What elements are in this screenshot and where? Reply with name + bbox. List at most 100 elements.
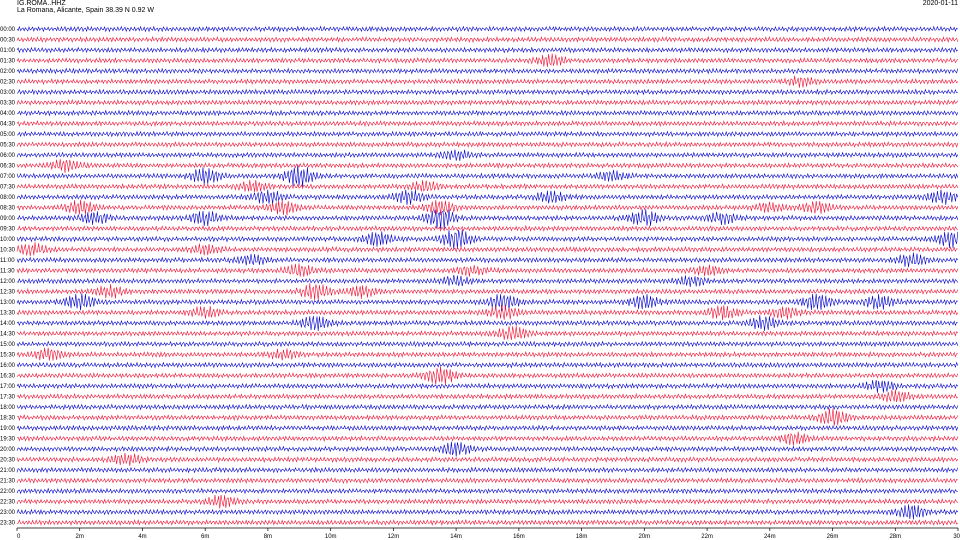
row-label: 13:30: [0, 311, 16, 317]
trace-row-0100: [16, 46, 958, 54]
row-label: 13:00: [0, 300, 16, 306]
trace-row-1930: [16, 431, 959, 446]
trace-row-0400: [16, 109, 959, 117]
trace-row-2300: [16, 504, 959, 520]
row-label: 23:00: [0, 510, 16, 516]
row-label: 10:00: [0, 237, 16, 243]
trace-row-1800: [16, 403, 959, 411]
row-label: 14:30: [0, 332, 16, 338]
row-label: 12:00: [0, 279, 16, 285]
trace-row-1300: [16, 293, 958, 312]
row-label: 06:30: [0, 164, 16, 170]
trace-row-1130: [16, 263, 959, 277]
trace-row-1430: [16, 326, 959, 341]
trace-row-2130: [16, 477, 958, 485]
trace-row-1900: [16, 424, 959, 432]
row-label: 11:00: [0, 258, 15, 264]
row-label: 04:00: [0, 111, 16, 117]
x-tick-label: 16m: [513, 534, 525, 540]
station-location: La Romana, Alicante, Spain 38.39 N 0.92 …: [17, 7, 154, 14]
x-tick-label: 30: [953, 534, 960, 540]
row-label: 19:00: [0, 426, 16, 432]
trace-row-0900: [16, 209, 959, 229]
x-tick-label: 0: [17, 534, 21, 540]
row-label: 01:00: [0, 48, 16, 54]
row-label: 11:30: [0, 269, 15, 275]
trace-group: [16, 25, 959, 526]
trace-row-1700: [16, 379, 959, 393]
x-tick-label: 28m: [889, 534, 901, 540]
row-label: 16:30: [0, 374, 16, 380]
row-label: 09:30: [0, 227, 16, 233]
trace-row-2100: [16, 466, 959, 474]
trace-row-0300: [16, 88, 958, 96]
row-label: 18:00: [0, 405, 16, 411]
x-tick-label: 24m: [764, 534, 776, 540]
row-label: 00:00: [0, 27, 16, 33]
x-tick-label: 26m: [827, 534, 839, 540]
row-label: 10:30: [0, 248, 16, 254]
row-label: 08:00: [0, 195, 16, 201]
trace-row-1530: [16, 347, 958, 361]
trace-row-1500: [16, 340, 959, 348]
trace-row-0130: [16, 53, 959, 68]
row-label: 04:30: [0, 122, 16, 128]
x-tick-label: 22m: [701, 534, 713, 540]
trace-row-0030: [16, 35, 959, 43]
row-label: 07:30: [0, 185, 16, 191]
trace-row-0200: [16, 67, 959, 75]
row-label: 21:30: [0, 479, 16, 485]
trace-row-0630: [16, 159, 959, 173]
trace-row-0330: [16, 98, 959, 107]
trace-row-0930: [16, 224, 959, 232]
trace-row-2200: [16, 487, 958, 495]
trace-row-1030: [16, 242, 958, 257]
trace-row-1400: [16, 315, 958, 332]
row-label: 08:30: [0, 206, 16, 212]
row-label: 15:30: [0, 353, 16, 359]
row-label: 14:00: [0, 321, 16, 327]
x-tick-label: 18m: [576, 534, 588, 540]
row-label: 22:30: [0, 500, 16, 506]
record-date: 2020-01-11: [922, 0, 958, 7]
trace-row-1100: [16, 252, 959, 268]
x-tick-label: 4m: [138, 534, 146, 540]
trace-row-1730: [16, 389, 958, 403]
trace-row-1000: [16, 229, 959, 250]
trace-row-0800: [16, 189, 959, 205]
row-label-group: 00:00 00:30 01:00 01:30 02:00 02:30 03:00 03:30…: [0, 27, 16, 527]
row-label: 01:30: [0, 59, 16, 65]
x-tick-label: 14m: [450, 534, 462, 540]
row-label: 20:30: [0, 458, 16, 464]
trace-row-2030: [16, 452, 959, 467]
trace-row-1600: [16, 361, 959, 369]
row-label: 21:00: [0, 468, 16, 474]
row-label: 00:30: [0, 38, 16, 44]
trace-row-2000: [16, 441, 959, 457]
trace-row-1630: [16, 366, 959, 385]
row-label: 05:30: [0, 143, 16, 149]
row-label: 06:00: [0, 153, 16, 159]
x-tick-label: 6m: [201, 534, 209, 540]
trace-row-0530: [16, 140, 959, 148]
trace-row-2230: [16, 494, 959, 509]
row-label: 05:00: [0, 132, 16, 138]
row-label: 03:30: [0, 101, 16, 107]
trace-row-2330: [16, 519, 958, 526]
row-label: 02:30: [0, 80, 16, 86]
trace-row-0600: [16, 149, 959, 161]
trace-row-1330: [16, 304, 959, 321]
row-label: 23:30: [0, 521, 16, 527]
row-label: 20:00: [0, 447, 16, 453]
trace-row-0700: [16, 164, 959, 187]
trace-row-0500: [16, 130, 959, 138]
trace-row-1830: [16, 408, 959, 426]
row-label: 15:00: [0, 342, 16, 348]
time-axis: 0 2m 4m 6m 8m 10m 12m 14m 16m 18m 20m 22m 24m 26m 28m 3…: [16, 527, 960, 540]
trace-row-0230: [16, 75, 959, 88]
x-tick-label: 12m: [388, 534, 400, 540]
station-code: IG.ROMA..HHZ: [17, 0, 66, 7]
row-label: 03:00: [0, 90, 16, 96]
trace-row-0730: [16, 179, 959, 192]
